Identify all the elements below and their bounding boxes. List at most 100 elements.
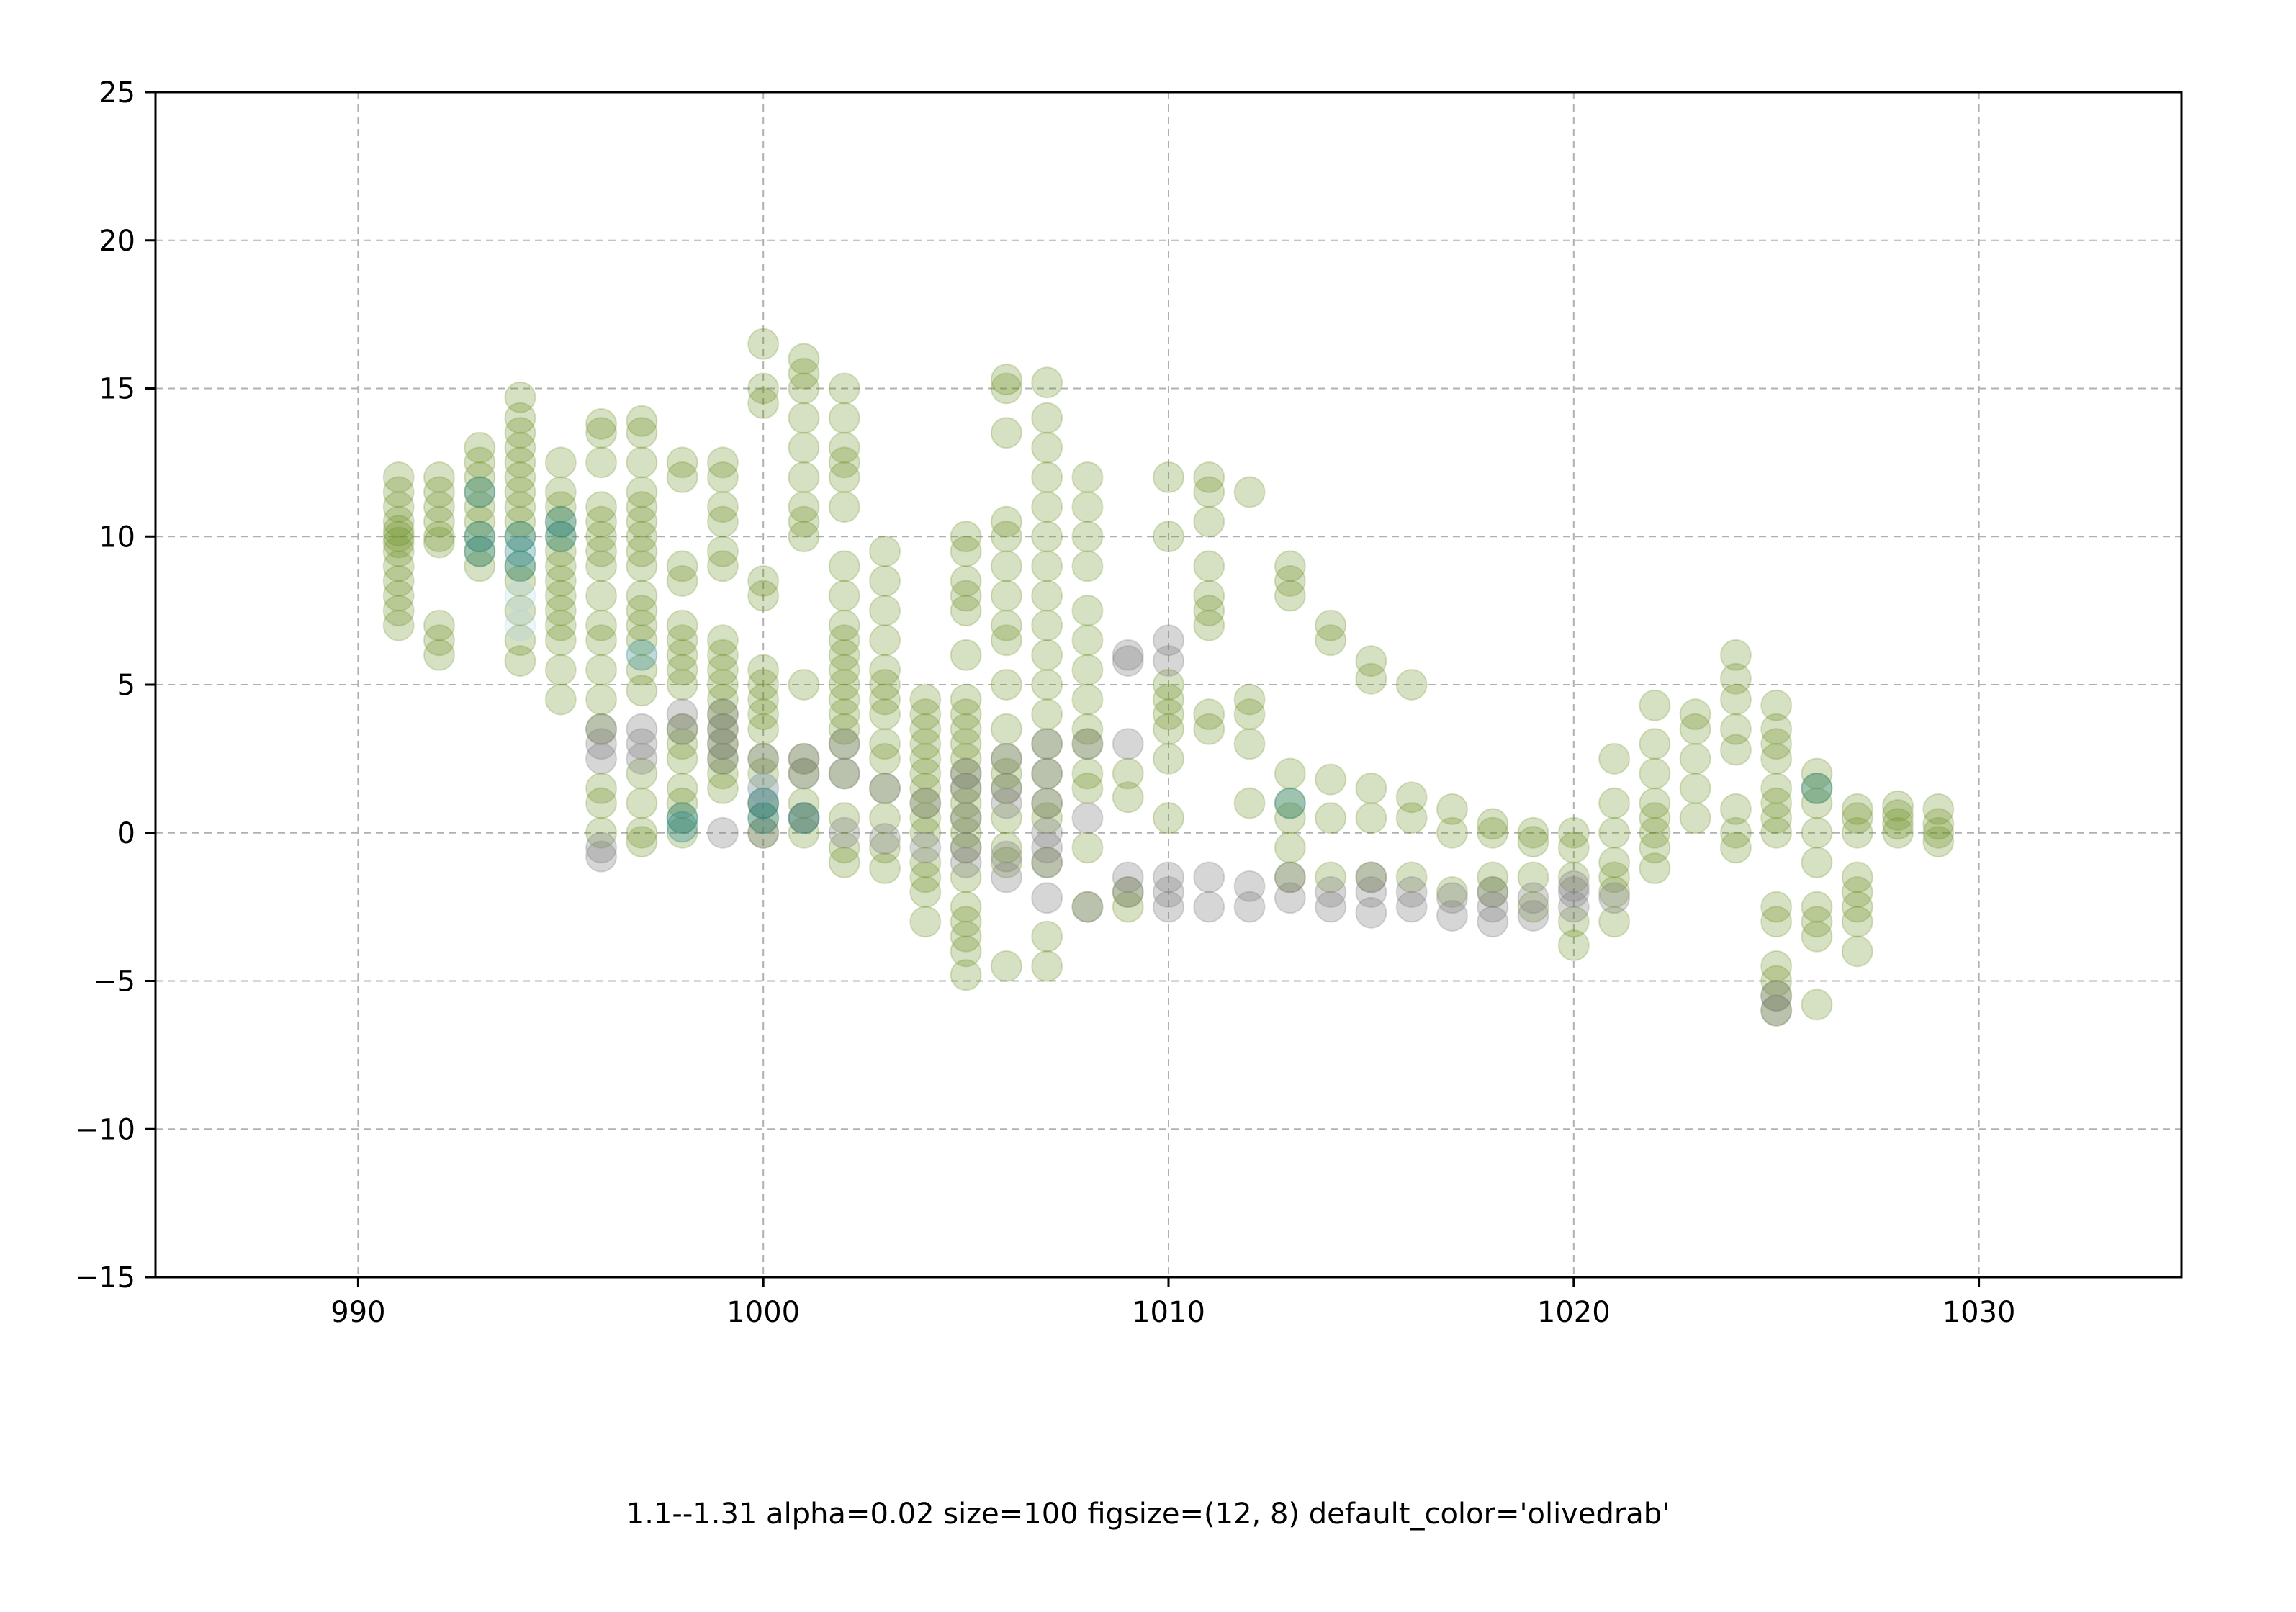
scatter-point (1112, 645, 1144, 677)
scatter-point (909, 773, 942, 805)
scatter-point (464, 535, 496, 567)
scatter-point (788, 802, 820, 834)
scatter-point (1801, 787, 1833, 819)
scatter-point (504, 461, 536, 493)
scatter-point (666, 624, 698, 657)
scatter-point (626, 713, 658, 745)
scatter-point (788, 461, 820, 493)
scatter-point (747, 372, 780, 405)
scatter-point (828, 461, 860, 493)
scatter-point (1112, 876, 1144, 909)
scatter-point (1801, 989, 1833, 1021)
scatter-point (1274, 802, 1306, 834)
scatter-point (504, 595, 536, 627)
scatter-point (1719, 816, 1752, 849)
scatter-point (1031, 491, 1063, 523)
scatter-point (382, 564, 415, 597)
scatter-point (1517, 861, 1549, 893)
scatter-point (382, 476, 415, 508)
scatter-point (1436, 816, 1468, 849)
scatter-point (828, 624, 860, 657)
y-tick-label: −10 (75, 1113, 135, 1146)
scatter-point (990, 713, 1022, 745)
scatter-point (382, 505, 415, 538)
scatter-point (1639, 728, 1671, 760)
scatter-point (990, 521, 1022, 553)
scatter-point (1193, 476, 1225, 508)
scatter-point (1274, 757, 1306, 790)
scatter-point (666, 446, 698, 479)
scatter-point (950, 920, 982, 953)
scatter-point (990, 505, 1022, 538)
scatter-point (828, 816, 860, 849)
scatter-point (828, 757, 860, 790)
scatter-point (747, 802, 780, 834)
scatter-point (1477, 906, 1509, 938)
scatter-point (1557, 906, 1590, 938)
scatter-point (1031, 757, 1063, 790)
scatter-point (869, 742, 901, 775)
scatter-point (585, 654, 618, 686)
scatter-point (626, 505, 658, 538)
scatter-point (585, 840, 618, 873)
scatter-point (544, 609, 577, 641)
scatter-point (1639, 689, 1671, 721)
scatter-point (626, 417, 658, 449)
scatter-point (1598, 787, 1631, 819)
scatter-point (909, 757, 942, 790)
scatter-point (1395, 876, 1428, 909)
scatter-point (1071, 461, 1104, 493)
scatter-point (747, 580, 780, 612)
scatter-point (1193, 505, 1225, 538)
scatter-point (1882, 790, 1914, 822)
scatter-point (1436, 882, 1468, 914)
scatter-point (747, 757, 780, 790)
scatter-point (1071, 802, 1104, 834)
scatter-point (1031, 366, 1063, 399)
scatter-point (626, 654, 658, 686)
scatter-point (1719, 832, 1752, 864)
scatter-point (1315, 763, 1347, 796)
scatter-point (544, 595, 577, 627)
scatter-point (1517, 891, 1549, 923)
scatter-point (950, 639, 982, 671)
scatter-point (504, 521, 536, 553)
scatter-point (585, 713, 618, 745)
scatter-point (1801, 757, 1833, 790)
scatter-point (1679, 742, 1711, 775)
scatter-point (1882, 799, 1914, 832)
scatter-point (544, 550, 577, 582)
scatter-point (382, 595, 415, 627)
scatter-point (909, 861, 942, 893)
scatter-point (950, 846, 982, 878)
scatter-point (990, 840, 1022, 873)
scatter-point (828, 446, 860, 479)
scatter-point (382, 491, 415, 523)
scatter-point (1639, 852, 1671, 885)
scatter-point (828, 846, 860, 878)
scatter-point (1112, 639, 1144, 671)
scatter-point (990, 950, 1022, 982)
scatter-point (585, 407, 618, 440)
scatter-point (747, 328, 780, 360)
scatter-point (747, 387, 780, 420)
scatter-point (666, 669, 698, 701)
scatter-point (1598, 816, 1631, 849)
scatter-point (1031, 521, 1063, 553)
scatter-point (544, 505, 577, 538)
scatter-point (828, 431, 860, 464)
scatter-point (1760, 994, 1793, 1027)
scatter-point (1517, 882, 1549, 914)
scatter-point (504, 431, 536, 464)
scatter-point (1841, 802, 1873, 834)
scatter-point (1193, 713, 1225, 745)
scatter-point (747, 564, 780, 597)
scatter-point (1395, 802, 1428, 834)
scatter-point (1598, 742, 1631, 775)
scatter-point (585, 816, 618, 849)
scatter-point (1031, 950, 1063, 982)
scatter-point (869, 654, 901, 686)
scatter-point (544, 683, 577, 716)
scatter-point (1031, 431, 1063, 464)
scatter-point (423, 505, 455, 538)
